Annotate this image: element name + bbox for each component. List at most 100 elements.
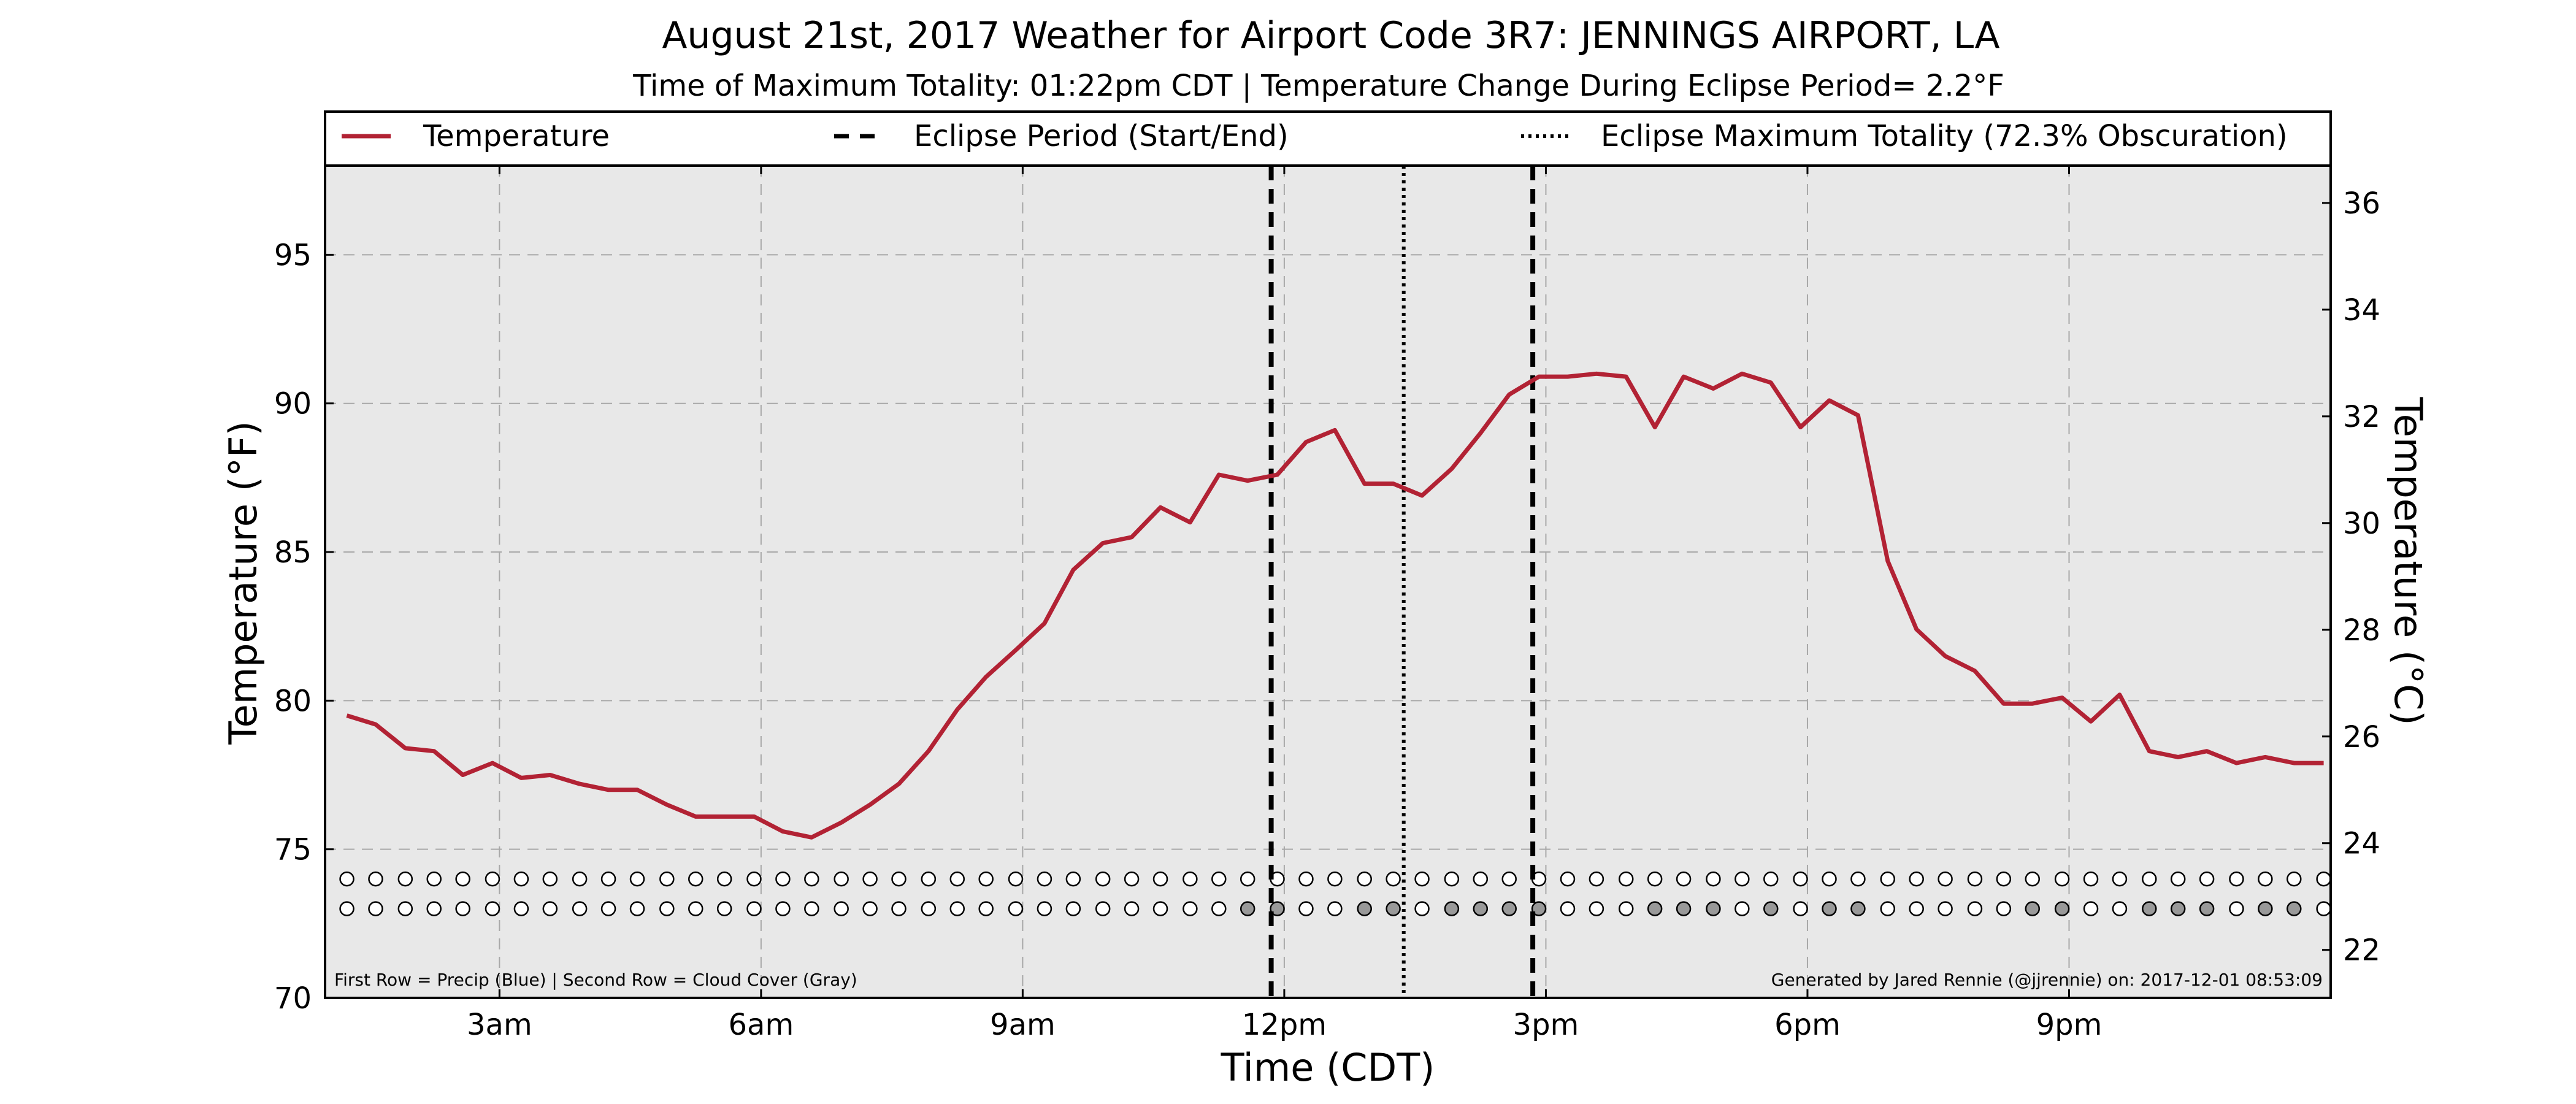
precip-marker xyxy=(1065,871,1081,887)
y-right-tick-label: 36 xyxy=(2343,186,2380,221)
precip-marker xyxy=(1037,871,1052,887)
cloud-marker xyxy=(1124,901,1140,916)
cloud-marker xyxy=(1327,901,1343,916)
x-tick-label: 6pm xyxy=(1774,1008,1841,1042)
cloud-marker xyxy=(1211,901,1227,916)
y-tick-label: 70 xyxy=(274,981,312,1016)
cloud-marker xyxy=(949,901,965,916)
cloud-marker xyxy=(426,901,442,916)
precip-marker xyxy=(1327,871,1343,887)
cloud-marker xyxy=(862,901,878,916)
precip-marker xyxy=(1298,871,1314,887)
precip-marker xyxy=(2229,871,2244,887)
cloud-marker xyxy=(572,901,588,916)
precip-marker xyxy=(891,871,907,887)
precip-marker xyxy=(949,871,965,887)
cloud-marker xyxy=(1967,901,1983,916)
cloud-marker xyxy=(2112,901,2128,916)
cloud-marker xyxy=(485,901,500,916)
precip-marker xyxy=(1793,871,1808,887)
cloud-marker xyxy=(1473,901,1489,916)
y-tick-label: 95 xyxy=(274,238,312,272)
precip-marker xyxy=(2054,871,2070,887)
note-bottom-right: Generated by Jared Rennie (@jjrennie) on… xyxy=(1771,970,2323,990)
cloud-marker xyxy=(1152,901,1168,916)
precip-marker xyxy=(1967,871,1983,887)
cloud-marker xyxy=(746,901,762,916)
cloud-marker xyxy=(1618,901,1634,916)
precip-marker xyxy=(1008,871,1024,887)
precip-marker xyxy=(1909,871,1924,887)
cloud-marker xyxy=(1676,901,1692,916)
precip-marker xyxy=(2258,871,2273,887)
precip-marker xyxy=(804,871,819,887)
cloud-marker xyxy=(1270,901,1285,916)
chart-subtitle: Time of Maximum Totality: 01:22pm CDT | … xyxy=(632,69,2004,103)
y-tick-label: 75 xyxy=(274,833,312,867)
precip-marker xyxy=(1357,871,1372,887)
precip-marker xyxy=(2199,871,2215,887)
legend-frame xyxy=(324,110,2332,167)
cloud-marker xyxy=(2229,901,2244,916)
x-tick-label: 3am xyxy=(467,1008,532,1042)
precip-marker xyxy=(659,871,675,887)
cloud-marker xyxy=(2025,901,2041,916)
precip-marker xyxy=(1444,871,1460,887)
precip-marker xyxy=(1880,871,1896,887)
cloud-marker xyxy=(1444,901,1460,916)
precip-marker xyxy=(1211,871,1227,887)
precip-marker xyxy=(1996,871,2012,887)
y-axis-label-right: Temperature (°C) xyxy=(2386,396,2431,725)
grid xyxy=(325,166,2331,998)
precip-marker xyxy=(2287,871,2302,887)
precip-marker xyxy=(1735,871,1750,887)
y-right-tick-label: 22 xyxy=(2343,933,2380,968)
cloud-marker xyxy=(1647,901,1663,916)
precip-marker xyxy=(1763,871,1779,887)
precip-marker xyxy=(1501,871,1517,887)
cloud-marker xyxy=(1938,901,1953,916)
precip-marker xyxy=(775,871,791,887)
x-tick-label: 12pm xyxy=(1242,1008,1327,1042)
precip-marker xyxy=(2025,871,2041,887)
cloud-marker xyxy=(891,901,907,916)
precip-marker xyxy=(1095,871,1111,887)
precip-marker xyxy=(1414,871,1430,887)
precip-marker xyxy=(455,871,470,887)
precip-marker xyxy=(1473,871,1489,887)
cloud-marker xyxy=(804,901,819,916)
axes: 3am 6am 9am 12pm 3pm 6pm 9pm 70 75 80 85 90 95 22 24 26… xyxy=(274,164,2380,1042)
x-axis-label: Time (CDT) xyxy=(1221,1045,1435,1090)
cloud-marker xyxy=(688,901,703,916)
x-tick-label: 9pm xyxy=(2036,1008,2103,1042)
cloud-marker xyxy=(1037,901,1052,916)
cloud-marker xyxy=(2170,901,2186,916)
precip-marker xyxy=(716,871,732,887)
precip-marker xyxy=(1647,871,1663,887)
precip-marker xyxy=(2316,871,2331,887)
cloud-marker xyxy=(1822,901,1837,916)
cloud-marker xyxy=(1560,901,1576,916)
precip-marker xyxy=(397,871,413,887)
cloud-marker xyxy=(1763,901,1779,916)
temperature-line xyxy=(346,371,2324,840)
cloud-marker xyxy=(1793,901,1808,916)
cloud-marker xyxy=(1414,901,1430,916)
cloud-marker xyxy=(2083,901,2099,916)
cloud-marker xyxy=(600,901,616,916)
precip-marker xyxy=(1850,871,1866,887)
x-tick-label: 9am xyxy=(990,1008,1056,1042)
y-axis-label-left: Temperature (°F) xyxy=(221,421,266,745)
cloud-marker xyxy=(2199,901,2215,916)
cloud-marker xyxy=(2316,901,2331,916)
cloud-marker xyxy=(513,901,529,916)
precip-marker xyxy=(1560,871,1576,887)
cloud-marker xyxy=(921,901,937,916)
precip-marker xyxy=(600,871,616,887)
cloud-marker xyxy=(2142,901,2157,916)
legend: Temperature Eclipse Period (Start/End) E… xyxy=(324,110,2332,167)
precip-marker xyxy=(1938,871,1953,887)
precip-marker xyxy=(1706,871,1721,887)
precip-marker xyxy=(339,871,355,887)
cloud-marker xyxy=(1531,901,1547,916)
